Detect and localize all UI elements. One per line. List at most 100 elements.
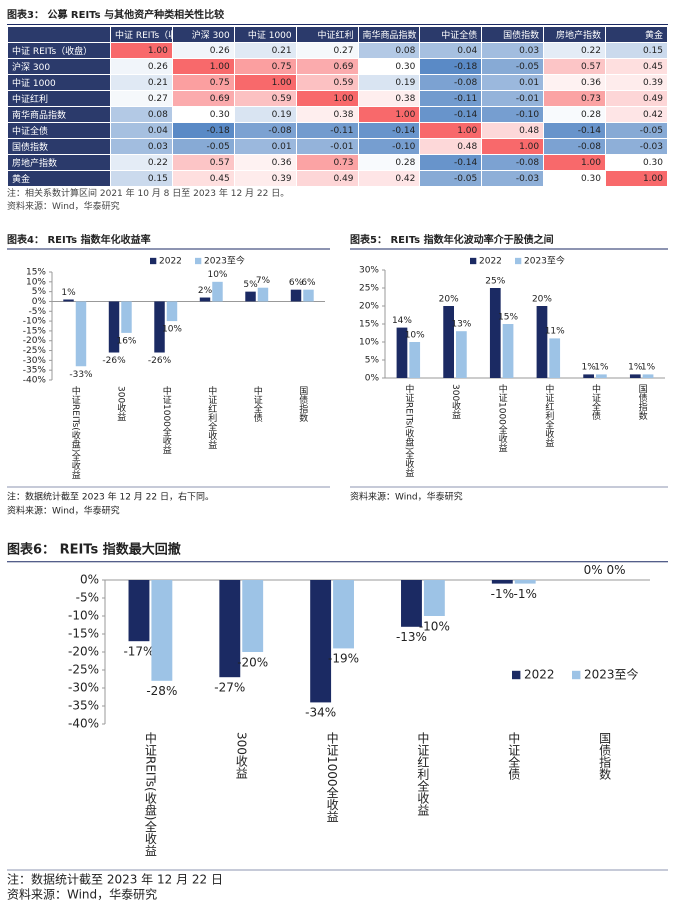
column-header: 中证 REITs（收盘） — [110, 26, 173, 43]
value-label: 20% — [439, 294, 459, 304]
bar — [199, 297, 211, 302]
bar — [151, 580, 173, 681]
value-label: 2% — [198, 286, 213, 296]
value-cell: 0.75 — [233, 58, 297, 75]
y-tick-label: 15% — [359, 320, 379, 330]
bar — [303, 289, 314, 302]
x-tick-label: 国债指数 — [637, 384, 648, 421]
chart-note: 注：数据统计截至 2023 年 12 月 22 日 — [7, 872, 223, 887]
value-cell: 0.30 — [171, 106, 235, 123]
value-label: -26% — [102, 356, 126, 366]
value-cell: -0.05 — [419, 170, 483, 187]
legend-label: 2023至今 — [584, 667, 639, 682]
y-tick-label: -35% — [68, 699, 99, 713]
y-tick-label: 0% — [80, 573, 99, 587]
table-note: 注：相关系数计算区间 2021 年 10 月 8 日至 2023 年 12 月 … — [7, 189, 290, 199]
value-cell: -0.01 — [481, 90, 545, 107]
y-tick-label: 10% — [359, 338, 379, 348]
chart-source: 资料来源：Wind，华泰研究 — [7, 505, 120, 517]
value-label: -19% — [328, 652, 359, 666]
column-header: 中证全债 — [419, 26, 483, 43]
value-label: 25% — [485, 276, 505, 286]
bar — [154, 301, 165, 353]
value-cell: 0.21 — [110, 74, 173, 91]
value-cell: 0.36 — [543, 74, 606, 91]
value-cell: -0.03 — [605, 138, 668, 155]
bar — [63, 299, 74, 302]
bar — [310, 580, 332, 703]
x-tick-label: 300收益 — [115, 386, 126, 421]
value-cell: 0.08 — [110, 106, 173, 123]
value-cell: -0.03 — [481, 170, 545, 187]
row-label: 中证红利 — [7, 90, 111, 107]
value-cell: 1.00 — [110, 42, 173, 59]
value-cell: 0.28 — [357, 154, 421, 171]
value-cell: 0.30 — [543, 170, 606, 187]
table-title: 图表3： 公募 REITs 与其他资产种类相关性比较 — [7, 6, 668, 25]
x-tick-label: 中证全债 — [252, 385, 263, 423]
legend-swatch — [512, 670, 521, 680]
row-label: 南华商品指数 — [7, 106, 111, 123]
bar — [423, 580, 445, 616]
value-cell: 1.00 — [233, 74, 297, 91]
value-cell: 1.00 — [295, 90, 359, 107]
y-tick-label: 20% — [359, 302, 379, 312]
value-cell: -0.08 — [481, 154, 545, 171]
bar — [549, 338, 561, 378]
legend-label: 2022 — [159, 257, 182, 267]
legend-label: 2022 — [524, 668, 555, 682]
value-label: 1% — [594, 363, 609, 373]
legend-label: 2023至今 — [204, 255, 245, 267]
x-tick-label: 中证1000全收益 — [497, 383, 508, 452]
value-cell: 0.57 — [543, 58, 606, 75]
value-cell: 0.01 — [233, 138, 297, 155]
bar — [75, 301, 87, 367]
value-cell: -0.14 — [357, 122, 421, 139]
value-label: -13% — [396, 630, 427, 644]
bar — [333, 580, 354, 649]
row-label: 黄金 — [7, 170, 111, 187]
bar — [536, 306, 548, 378]
x-tick-label: 中证REITs(收盘)全收益 — [403, 383, 414, 477]
value-cell: 0.45 — [171, 170, 235, 187]
y-tick-label: -30% — [23, 356, 47, 366]
bar — [219, 580, 241, 678]
value-label: 6% — [289, 278, 304, 288]
bar — [121, 301, 132, 333]
x-tick-label: 中证REITs(收盘)全收益 — [143, 731, 157, 857]
x-tick-label: 国债指数 — [598, 732, 612, 781]
value-cell: 0.69 — [295, 58, 359, 75]
value-cell: 1.00 — [357, 106, 421, 123]
value-cell: 0.28 — [543, 106, 606, 123]
bar — [596, 374, 607, 378]
y-tick-label: -25% — [68, 663, 99, 677]
bar — [401, 580, 422, 627]
value-label: -34% — [305, 706, 336, 720]
y-tick-label: -10% — [23, 317, 47, 327]
value-label: 14% — [392, 316, 412, 326]
value-label: 20% — [532, 294, 552, 304]
value-cell: 0.48 — [419, 138, 483, 155]
x-tick-label: 中证全债 — [507, 731, 521, 780]
value-label: -17% — [123, 645, 154, 659]
value-label: 7% — [256, 276, 271, 286]
bar — [166, 301, 178, 322]
value-label: 0% — [607, 563, 626, 577]
table-row: 中证全债 0.04 -0.18 -0.08 -0.11 -0.14 1.00 0.48 -0.1… — [7, 122, 668, 139]
row-label: 中证 REITs（收盘） — [7, 42, 111, 59]
value-cell: 0.30 — [357, 58, 421, 75]
value-label: 0% — [584, 563, 603, 577]
column-header: 房地产指数 — [543, 26, 606, 43]
bar — [128, 580, 150, 642]
value-label: 1% — [628, 363, 643, 373]
bar — [489, 288, 501, 378]
x-tick-label: 中证1000全收益 — [161, 385, 172, 454]
y-tick-label: -15% — [23, 326, 47, 336]
row-label: 中证全债 — [7, 122, 111, 139]
bar — [514, 580, 536, 584]
value-cell: 0.04 — [110, 122, 173, 139]
bar — [583, 374, 594, 378]
x-tick-label: 中证红利全收益 — [206, 385, 217, 449]
value-label: 1% — [641, 363, 656, 373]
